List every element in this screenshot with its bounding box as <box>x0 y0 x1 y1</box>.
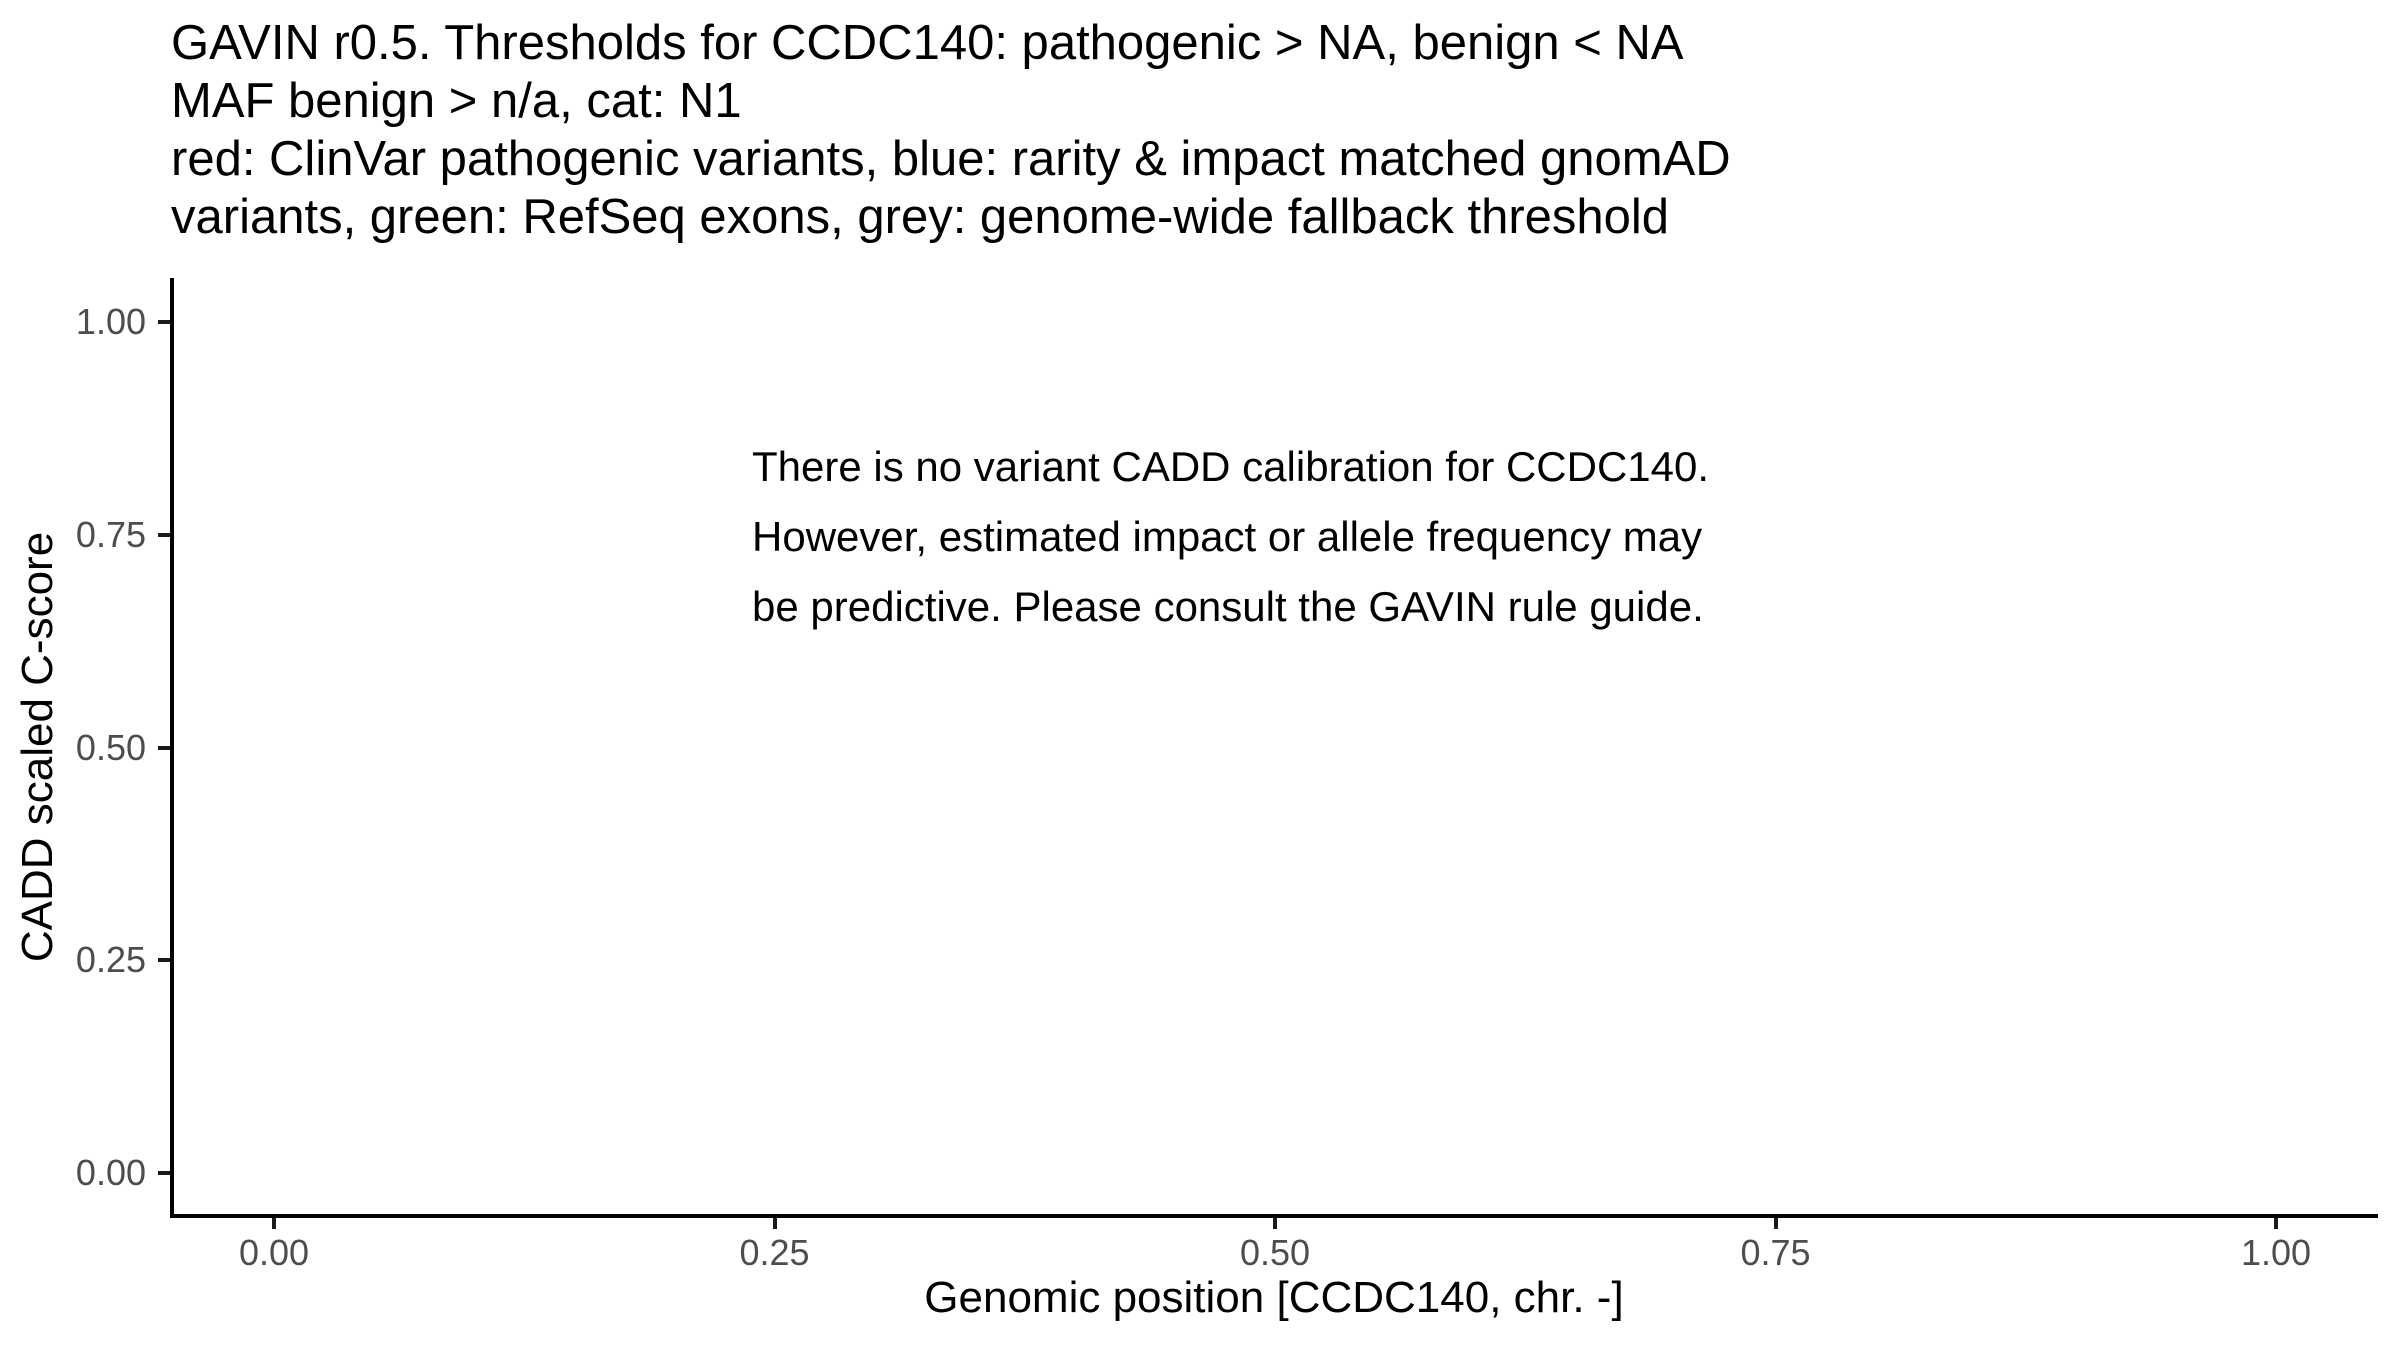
y-axis-tick-label: 0.00 <box>75 1152 146 1193</box>
y-axis-tick-mark <box>158 958 170 963</box>
plot-title-line-4: variants, green: RefSeq exons, grey: gen… <box>171 190 1670 244</box>
y-axis-title: CADD scaled C-score <box>13 531 62 963</box>
x-axis-tick-mark <box>772 1218 777 1229</box>
x-axis-tick-mark <box>272 1218 276 1229</box>
x-axis-tick-label: 0.00 <box>238 1232 310 1273</box>
x-axis-title: Genomic position [CCDC140, chr. -] <box>924 1273 1624 1322</box>
y-axis-tick-label: 0.75 <box>75 513 146 555</box>
x-axis-tick-mark <box>1273 1218 1277 1229</box>
y-axis-tick-mark <box>158 745 170 750</box>
x-axis-tick-label: 0.25 <box>739 1232 810 1273</box>
y-axis-tick-label: 0.25 <box>75 939 146 981</box>
plot-title-line-3: red: ClinVar pathogenic variants, blue: … <box>171 132 1731 186</box>
y-axis-tick-mark <box>158 532 170 537</box>
plot-panel <box>170 278 2378 1218</box>
x-axis-tick-label: 0.75 <box>1740 1232 1811 1273</box>
x-axis-tick-label: 1.00 <box>2240 1232 2312 1273</box>
plot-title: GAVIN r0.5. Thresholds for CCDC140: path… <box>171 14 1731 246</box>
y-axis-tick-mark <box>158 320 170 324</box>
y-axis-tick-label: 1.00 <box>75 301 146 342</box>
plot-title-line-2: MAF benign > n/a, cat: N1 <box>171 74 742 128</box>
annotation-line-2: However, estimated impact or allele freq… <box>752 513 1703 560</box>
x-axis-tick-mark <box>1773 1218 1778 1229</box>
y-axis-tick-label: 0.50 <box>75 726 146 768</box>
plot-title-line-1: GAVIN r0.5. Thresholds for CCDC140: path… <box>171 16 1684 70</box>
y-axis-tick-mark <box>158 1171 170 1175</box>
annotation-line-3: be predictive. Please consult the GAVIN … <box>752 583 1704 630</box>
x-axis-tick-label: 0.50 <box>1239 1232 1311 1273</box>
annotation-line-1: There is no variant CADD calibration for… <box>752 443 1710 490</box>
no-calibration-annotation: There is no variant CADD calibration for… <box>752 432 1709 642</box>
x-axis-tick-mark <box>2274 1218 2278 1229</box>
